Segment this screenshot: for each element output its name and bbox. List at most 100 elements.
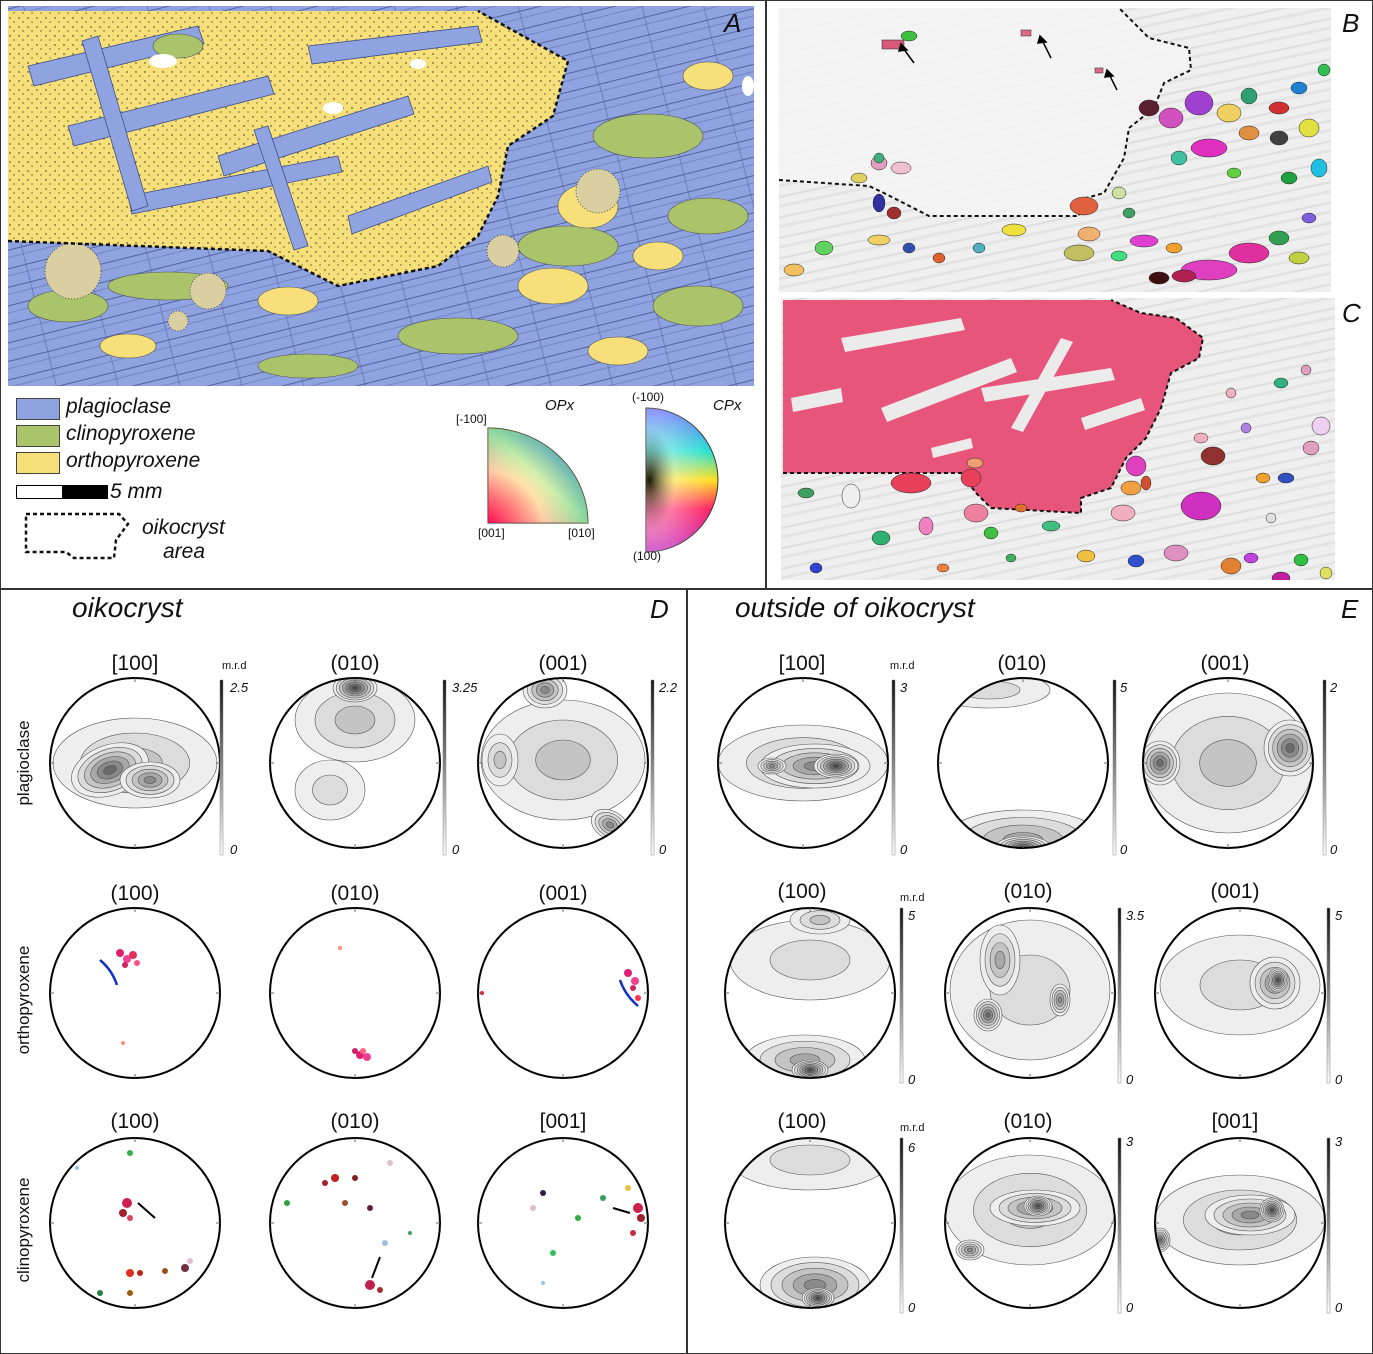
e-r2-a-scale-min: 0 xyxy=(908,1072,916,1087)
oikocryst-area-label-1: oikocryst xyxy=(142,516,225,539)
e-r3-c-scale-min: 0 xyxy=(1335,1300,1343,1315)
e-plag-100-pole-figure xyxy=(717,677,889,849)
panel-d-header: oikocryst xyxy=(72,592,183,623)
d-r3-c-label: [001] xyxy=(539,1110,587,1133)
opx-ipf-title: OPx xyxy=(545,397,575,414)
e-r1-b-scale-min: 0 xyxy=(1120,842,1128,857)
e-r3-a-scale-max: 6 xyxy=(908,1140,916,1155)
color-scale-bar xyxy=(1112,679,1117,856)
d-r1-b-label: (010) xyxy=(330,652,380,675)
cpx-ipf-top-label: (-100) xyxy=(632,390,665,404)
panel-e-header: outside of oikocryst xyxy=(735,592,975,623)
d-r2-c-label: (001) xyxy=(538,882,588,905)
e-r2-a-scale-max: 5 xyxy=(908,908,916,923)
e-opx-100-pole-figure xyxy=(724,907,896,1079)
plagioclase-swatch xyxy=(16,398,60,420)
panel-b-map xyxy=(779,8,1331,292)
e-r3-a-scale-min: 0 xyxy=(908,1300,916,1315)
e-r3-c-scale-max: 3 xyxy=(1335,1134,1343,1149)
d-r1-a-label: [100] xyxy=(111,652,159,675)
e-r1-a-scale-min: 0 xyxy=(900,842,908,857)
cpx-ipf-title: CPx xyxy=(713,397,742,414)
panel-a-map xyxy=(8,6,754,386)
clinopyroxene-label: clinopyroxene xyxy=(66,422,196,445)
d-opx-001-pole-figure xyxy=(477,907,649,1079)
e-r2-c-scale-max: 5 xyxy=(1335,908,1343,923)
panel-letter-c: C xyxy=(1342,298,1361,328)
opx-ipf-bottom-right-label: [010] xyxy=(568,526,595,540)
vertical-divider-bottom xyxy=(686,588,688,1354)
e-r1-b-scale-max: 5 xyxy=(1120,680,1128,695)
d-r3-a-label: (100) xyxy=(110,1110,160,1133)
e-r3-mrd-label: m.r.d xyxy=(900,1122,925,1134)
d-r1-a-scale-min: 0 xyxy=(230,842,238,857)
e-r1-a-scale-max: 3 xyxy=(900,680,908,695)
cpx-ipf-key xyxy=(645,407,719,553)
e-r2-c-scale-min: 0 xyxy=(1335,1072,1343,1087)
color-scale-bar xyxy=(1117,907,1122,1084)
e-r1-b-label: (010) xyxy=(997,652,1047,675)
d-cpx-010-pole-figure xyxy=(269,1137,441,1309)
color-scale-bar xyxy=(1117,1137,1122,1314)
e-r1-c-scale-min: 0 xyxy=(1330,842,1338,857)
d-r2-b-label: (010) xyxy=(330,882,380,905)
panel-letter-a: A xyxy=(724,8,742,38)
e-r1-a-label: [100] xyxy=(778,652,826,675)
e-opx-001-pole-figure xyxy=(1154,907,1326,1079)
e-plag-001-pole-figure xyxy=(1142,677,1314,849)
opx-ipf-bottom-left-label: [001] xyxy=(478,526,505,540)
color-scale-bar xyxy=(219,679,224,856)
color-scale-bar xyxy=(899,1137,904,1314)
vertical-divider-top xyxy=(765,0,767,590)
orthopyroxene-label: orthopyroxene xyxy=(66,449,201,472)
color-scale-bar xyxy=(1322,679,1327,856)
d-r3-b-label: (010) xyxy=(330,1110,380,1133)
oikocryst-area-label-2: area xyxy=(163,540,206,563)
panel-letter-e: E xyxy=(1341,594,1359,624)
color-scale-bar xyxy=(891,679,896,856)
d-r1-c-scale-min: 0 xyxy=(659,842,667,857)
d-cpx-001-pole-figure xyxy=(477,1137,649,1309)
panel-letter-d: D xyxy=(650,594,669,624)
e-r1-c-label: (001) xyxy=(1200,652,1250,675)
e-plag-010-pole-figure xyxy=(937,677,1109,849)
d-opx-010-pole-figure xyxy=(269,907,441,1079)
scale-bar xyxy=(16,485,108,499)
e-cpx-010-pole-figure xyxy=(944,1137,1116,1309)
e-r2-c-label: (001) xyxy=(1210,880,1260,903)
panel-letter-b: B xyxy=(1342,8,1360,38)
color-scale-bar xyxy=(650,679,655,856)
d-r1-b-scale-max: 3.25 xyxy=(452,680,478,695)
d-r1-c-label: (001) xyxy=(538,652,588,675)
e-r3-a-label: (100) xyxy=(777,1110,827,1133)
e-r3-b-scale-min: 0 xyxy=(1126,1300,1134,1315)
opx-ipf-top-label: [-100] xyxy=(456,412,487,426)
orthopyroxene-swatch xyxy=(16,452,60,474)
color-scale-bar xyxy=(442,679,447,856)
clinopyroxene-swatch xyxy=(16,425,60,447)
d-r1-a-scale-max: 2.5 xyxy=(230,680,249,695)
e-r2-mrd-label: m.r.d xyxy=(900,892,925,904)
d-plag-010-pole-figure xyxy=(269,677,441,849)
e-cpx-001-pole-figure xyxy=(1154,1137,1326,1309)
e-r1-mrd-label: m.r.d xyxy=(890,660,915,672)
color-scale-bar xyxy=(1326,907,1331,1084)
d-r1-c-scale-max: 2.2 xyxy=(659,680,678,695)
e-r2-a-label: (100) xyxy=(777,880,827,903)
e-opx-010-pole-figure xyxy=(944,907,1116,1079)
e-r3-b-label: (010) xyxy=(1003,1110,1053,1133)
d-r2-a-label: (100) xyxy=(110,882,160,905)
d-plag-001-pole-figure xyxy=(477,677,649,849)
plagioclase-label: plagioclase xyxy=(66,395,172,418)
color-scale-bar xyxy=(1326,1137,1331,1314)
scale-bar-label: 5 mm xyxy=(110,480,163,503)
e-r1-c-scale-max: 2 xyxy=(1330,680,1338,695)
e-r2-b-scale-max: 3.5 xyxy=(1126,908,1145,923)
d-r1-b-scale-min: 0 xyxy=(452,842,460,857)
e-r2-b-scale-min: 0 xyxy=(1126,1072,1134,1087)
cpx-ipf-bottom-label: (100) xyxy=(633,549,662,563)
e-r2-b-label: (010) xyxy=(1003,880,1053,903)
e-r3-b-scale-max: 3 xyxy=(1126,1134,1134,1149)
d-cpx-100-pole-figure xyxy=(49,1137,221,1309)
